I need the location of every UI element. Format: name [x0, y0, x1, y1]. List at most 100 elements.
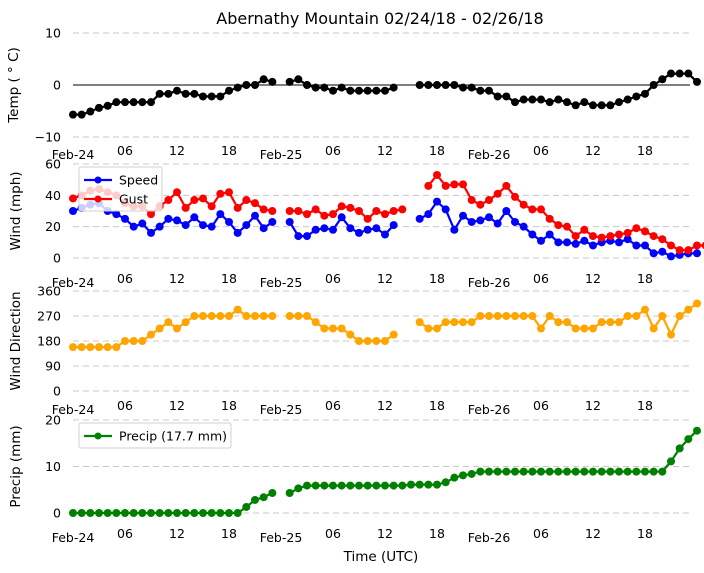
data-point-gust	[667, 241, 675, 250]
data-point-speed	[155, 222, 164, 231]
data-point-temp	[554, 95, 563, 104]
data-point-temp	[303, 81, 311, 89]
data-point-direction	[545, 312, 554, 320]
data-point-precip	[329, 481, 337, 490]
data-point-direction	[155, 324, 164, 333]
data-point-speed	[164, 214, 173, 223]
data-point-precip	[667, 457, 675, 466]
x-tick-label-temp: 12	[585, 143, 601, 158]
y-axis-label-temp: Temp ( ° C)	[6, 47, 22, 124]
data-point-precip	[346, 481, 355, 490]
x-tick-label-wind: 18	[429, 271, 445, 286]
data-point-temp	[129, 98, 138, 107]
data-point-direction	[285, 312, 294, 320]
data-point-speed	[476, 216, 485, 225]
data-point-direction	[86, 343, 95, 352]
data-point-speed	[528, 230, 537, 239]
data-point-gust	[233, 203, 242, 212]
data-point-temp	[519, 95, 528, 104]
data-point-speed	[571, 239, 580, 248]
x-tick-label-precip: 12	[169, 526, 185, 541]
data-point-temp	[199, 92, 207, 101]
data-point-direction	[658, 312, 667, 320]
y-tick-label-wind: 0	[53, 251, 61, 266]
data-point-direction	[103, 343, 112, 352]
data-point-direction	[329, 324, 337, 333]
x-tick-label-temp: 06	[325, 143, 341, 158]
data-point-precip	[311, 481, 320, 490]
x-tick-label-temp: Feb-25	[260, 147, 303, 162]
data-point-speed	[537, 236, 545, 245]
data-point-temp	[589, 101, 597, 110]
data-point-temp	[285, 77, 294, 86]
x-tick-label-precip: 06	[325, 526, 341, 541]
legend-marker-icon	[94, 195, 102, 203]
data-point-gust	[580, 225, 589, 234]
data-point-precip	[450, 473, 459, 482]
data-point-temp	[77, 110, 86, 119]
x-tick-label-precip: 18	[637, 526, 653, 541]
data-point-direction	[129, 337, 138, 345]
data-point-speed	[580, 236, 589, 245]
data-point-speed	[190, 213, 199, 222]
x-tick-label-wind_direction: Feb-25	[260, 402, 303, 417]
data-point-direction	[580, 324, 589, 333]
data-point-speed	[320, 224, 329, 233]
data-point-temp	[251, 81, 259, 89]
data-point-temp	[363, 86, 372, 95]
data-point-direction	[207, 312, 216, 320]
data-point-gust	[424, 181, 433, 190]
data-point-temp	[337, 83, 346, 92]
data-point-speed	[381, 230, 389, 239]
data-point-direction	[511, 312, 519, 320]
x-tick-label-wind: Feb-24	[52, 275, 95, 290]
data-point-precip	[485, 467, 493, 476]
data-point-speed	[589, 241, 597, 250]
data-point-precip	[571, 467, 580, 476]
data-point-temp	[467, 83, 476, 92]
data-point-direction	[485, 312, 493, 320]
data-point-speed	[207, 222, 216, 231]
data-point-speed	[311, 225, 320, 234]
data-point-temp	[311, 83, 320, 92]
data-point-direction	[528, 312, 537, 320]
data-point-precip	[441, 478, 450, 487]
data-point-precip	[138, 509, 147, 517]
data-point-precip	[363, 481, 372, 490]
data-point-speed	[216, 210, 225, 219]
data-point-direction	[311, 318, 320, 327]
data-point-temp	[459, 83, 467, 92]
data-point-gust	[589, 232, 597, 241]
x-tick-label-wind_direction: 06	[533, 398, 549, 413]
data-point-temp	[86, 107, 95, 116]
data-point-temp	[415, 81, 424, 89]
data-point-temp	[424, 81, 433, 89]
data-point-gust	[320, 211, 329, 220]
data-point-temp	[155, 89, 164, 98]
data-point-precip	[303, 481, 311, 490]
y-tick-label-temp: −10	[35, 130, 61, 145]
legend-label: Speed	[119, 173, 158, 188]
data-point-precip	[519, 467, 528, 476]
data-point-temp	[225, 86, 233, 95]
data-point-direction	[242, 312, 251, 320]
data-point-temp	[95, 103, 103, 112]
data-point-temp	[476, 86, 485, 95]
data-point-temp	[623, 95, 632, 104]
data-point-gust	[346, 203, 355, 212]
data-point-precip	[337, 481, 346, 490]
x-tick-label-wind: 12	[585, 271, 601, 286]
data-point-gust	[606, 232, 615, 241]
x-tick-label-wind: 18	[221, 271, 237, 286]
data-point-temp	[346, 86, 355, 95]
data-point-direction	[147, 330, 155, 339]
data-point-direction	[606, 318, 615, 327]
data-point-direction	[675, 312, 684, 320]
data-point-direction	[502, 312, 511, 320]
data-point-direction	[632, 312, 641, 320]
data-point-precip	[623, 467, 632, 476]
data-point-direction	[537, 324, 545, 333]
data-point-precip	[112, 509, 121, 517]
data-point-direction	[667, 330, 675, 339]
data-point-precip	[225, 509, 233, 517]
